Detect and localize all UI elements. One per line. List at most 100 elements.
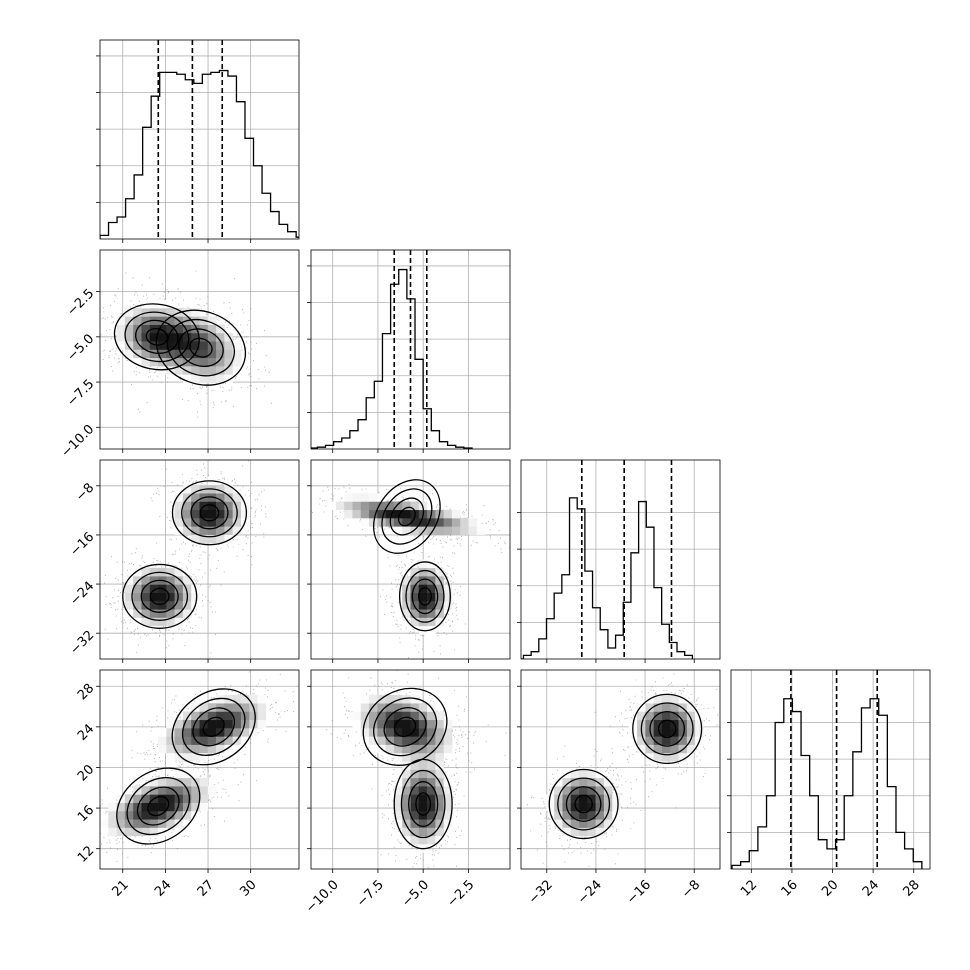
density-cell: [133, 357, 142, 367]
density-cell: [460, 518, 469, 527]
density-cell: [158, 609, 167, 618]
density-cell: [191, 308, 200, 317]
density-cell: [595, 786, 605, 795]
density-cell: [174, 744, 184, 754]
contour-line: [116, 767, 201, 845]
density-cell: [427, 769, 436, 779]
density-cell: [393, 526, 403, 535]
density-cell: [418, 752, 428, 762]
density-cell: [207, 316, 217, 325]
density-cell: [141, 324, 151, 334]
density-cell: [216, 534, 225, 544]
density-cell: [191, 703, 200, 712]
density-cell: [468, 526, 478, 535]
density-cell: [191, 509, 200, 519]
y-tick-label: −8: [73, 480, 97, 504]
density-cell: [410, 819, 420, 828]
density-cell: [595, 827, 605, 837]
density-cell: [149, 349, 159, 359]
density-cell: [207, 332, 217, 342]
density-cell: [116, 802, 126, 812]
density-cell: [393, 711, 403, 721]
density-cell: [661, 728, 671, 737]
density-cell: [369, 694, 378, 704]
density-cell: [460, 526, 469, 535]
density-cell: [402, 769, 411, 779]
density-cell: [133, 316, 142, 325]
density-cell: [199, 534, 209, 544]
density-cell: [385, 703, 395, 712]
density-cell: [443, 518, 453, 527]
density-cell: [385, 694, 395, 704]
x-tick-label: −2.5: [445, 877, 478, 910]
density-cell: [637, 703, 646, 712]
histogram-2: [517, 459, 721, 663]
density-cell: [435, 761, 444, 770]
density-cell: [133, 584, 142, 593]
density-cell: [603, 777, 613, 787]
density-cell: [207, 736, 217, 745]
density-cell: [133, 308, 142, 317]
density-cell: [402, 526, 411, 535]
density-cell: [427, 609, 436, 618]
density-cell: [653, 703, 663, 712]
density-cell: [427, 777, 436, 787]
density-cell: [141, 341, 151, 350]
density-cell: [570, 794, 580, 803]
density-cell: [224, 341, 233, 350]
density-cell: [427, 835, 436, 845]
density-cell: [116, 324, 126, 334]
density-cell: [670, 744, 679, 754]
density-cell: [133, 567, 142, 577]
density-cell: [133, 349, 142, 359]
density-cell: [435, 786, 444, 795]
axes-frame: [99, 669, 300, 870]
density-cell: [166, 308, 175, 317]
y-tick-label: −5.0: [64, 332, 97, 365]
density-cell: [435, 769, 444, 779]
density-cell: [360, 493, 370, 502]
density-cell: [199, 736, 209, 745]
density-cell: [377, 736, 386, 745]
density-cell: [670, 694, 679, 704]
density-cell: [174, 501, 184, 511]
density-cell: [595, 810, 605, 820]
density-cell: [182, 324, 192, 334]
density-cell: [174, 810, 184, 820]
density-cell: [199, 509, 209, 519]
density-cell: [443, 794, 453, 803]
density-cell: [435, 728, 444, 737]
density-cell: [661, 694, 671, 704]
density-cell: [116, 810, 126, 820]
density-cell: [207, 719, 217, 729]
density-cell: [418, 761, 428, 770]
density-cell: [402, 819, 411, 828]
density-cell: [427, 559, 436, 569]
density-cell: [369, 711, 378, 721]
density-cell: [427, 761, 436, 770]
scatter-points: [527, 673, 719, 867]
density-cell: [141, 357, 151, 367]
density-cell: [402, 509, 411, 519]
density-cell: [645, 752, 654, 762]
density-cell: [224, 509, 233, 519]
density-cell: [451, 526, 461, 535]
density-cell: [587, 794, 596, 803]
density-cell: [191, 534, 200, 544]
y-tick-label: −2.5: [64, 286, 97, 319]
contour-line: [135, 319, 179, 354]
density-cell: [182, 609, 192, 618]
x-tick-label: −16: [624, 877, 654, 907]
density-cell: [182, 493, 192, 502]
axes-frame: [310, 669, 511, 870]
density-cell: [393, 819, 403, 828]
density-cell: [427, 600, 436, 610]
density-cell: [174, 777, 184, 787]
density-cell: [418, 744, 428, 754]
density-cell: [124, 810, 134, 820]
density-cell: [653, 719, 663, 729]
axes-frame: [520, 669, 721, 870]
density-cell: [199, 711, 209, 721]
density-cell: [393, 501, 403, 511]
density-cell: [587, 827, 596, 837]
